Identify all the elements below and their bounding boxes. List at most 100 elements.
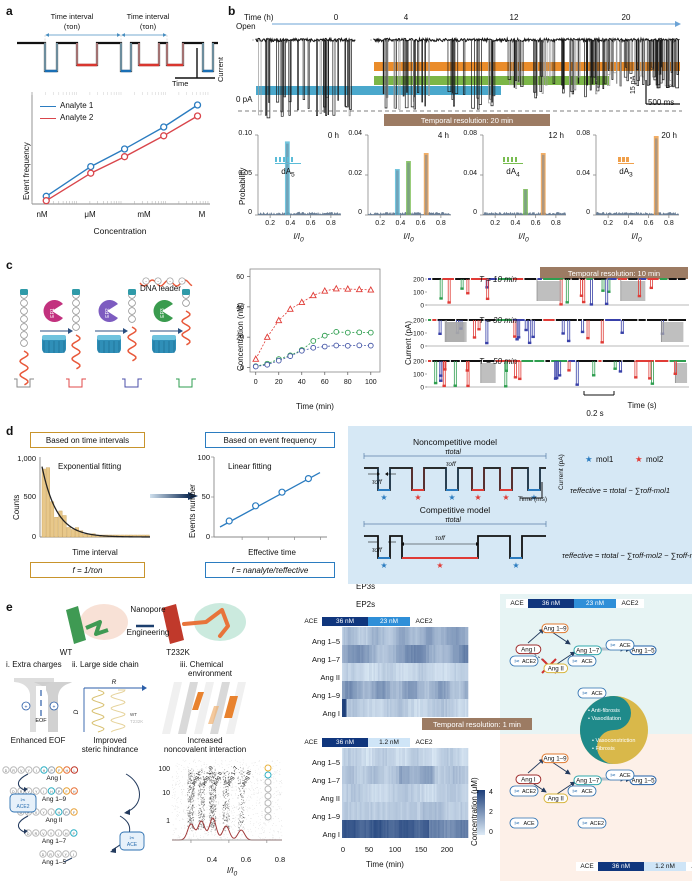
svg-text:H: H bbox=[73, 790, 76, 794]
panel-b-time-tick-3: 20 bbox=[621, 13, 631, 22]
panel-e-item-2-caption: Increased bbox=[187, 736, 223, 745]
header-chip-1-2-nm: 1.2 nM bbox=[368, 738, 410, 747]
panel-d-models-current-axis: Current (pA) bbox=[558, 454, 565, 490]
panel-b-hist-1-ytick-1: 0.02 bbox=[348, 170, 362, 177]
heatmap-row-label: Ang 1–5 bbox=[312, 758, 340, 767]
panel-b-hist-3-xtick-1: 0.4 bbox=[623, 220, 634, 227]
svg-text:V: V bbox=[20, 769, 23, 773]
panel-d-right-annotation: Linear fitting bbox=[228, 462, 272, 471]
svg-text:100: 100 bbox=[413, 372, 424, 379]
svg-text:200: 200 bbox=[413, 318, 424, 325]
panel-e-mechanism-icons: + + EOF R D WT T232K bbox=[14, 678, 246, 734]
svg-text:Ang I: Ang I bbox=[521, 777, 536, 784]
panel-e-colorbar-tick-0: 0 bbox=[489, 829, 493, 836]
svg-text:Ang I: Ang I bbox=[521, 647, 536, 654]
svg-text:✂: ✂ bbox=[582, 820, 588, 827]
panel-c-chart: 0 20 40 60 80 100 0 20 40 60 bbox=[236, 268, 381, 386]
panel-b-hist-1-xlabel: I/I0 bbox=[403, 232, 414, 244]
panel-b-hist-2-marker-underline bbox=[502, 163, 524, 165]
svg-text:Ang 1–5: Ang 1–5 bbox=[631, 648, 655, 655]
header-chip-ace: ACE bbox=[506, 599, 528, 608]
header-chip-ace: ACE bbox=[300, 617, 322, 626]
svg-text:✂: ✂ bbox=[610, 772, 616, 779]
panel-a-interval2-tau: (τon) bbox=[139, 22, 157, 31]
panel-c-trace-row-label-2: T = 50 min bbox=[478, 357, 518, 366]
svg-text:F: F bbox=[66, 790, 68, 794]
svg-text:ACE: ACE bbox=[619, 773, 630, 779]
svg-text:+: + bbox=[25, 705, 28, 711]
svg-text:✂: ✂ bbox=[572, 788, 578, 795]
svg-text:ACE: ACE bbox=[581, 789, 592, 795]
panel-a-legend-line-2 bbox=[40, 118, 56, 119]
svg-text:20: 20 bbox=[275, 379, 283, 386]
panel-b-open-label: Open bbox=[236, 22, 256, 31]
panel-b-time-axis-label: Time (h) bbox=[244, 13, 274, 22]
panel-a-current-trace bbox=[17, 33, 218, 79]
header-chip-36-nm: 36 nM bbox=[322, 738, 368, 747]
svg-text:✂: ✂ bbox=[514, 788, 520, 795]
panel-c: − − − − EP1 EP2 EP3 DNA leader 0 20 40 60 80 100 0 20… bbox=[0, 255, 692, 609]
heatmap-row-label: Ang I bbox=[322, 830, 340, 839]
header-chip-ace2: ACE2 bbox=[616, 599, 644, 608]
svg-text:ACE2: ACE2 bbox=[522, 659, 536, 665]
panel-b-hist-ylabel: Probability bbox=[238, 167, 247, 205]
panel-c-traces-ylabel: Current (pA) bbox=[404, 320, 413, 365]
svg-text:★: ★ bbox=[414, 493, 421, 502]
svg-text:H: H bbox=[66, 769, 69, 773]
svg-text:✂: ✂ bbox=[129, 836, 134, 842]
svg-text:EP2: EP2 bbox=[105, 308, 111, 318]
svg-text:P: P bbox=[73, 832, 76, 836]
svg-text:0: 0 bbox=[420, 303, 424, 310]
panel-d-competitive-title: Competitive model bbox=[419, 505, 491, 515]
panel-b-hist-3-ytick-2: 0.08 bbox=[576, 130, 590, 137]
panel-c-series-label-ep3: EP3s bbox=[356, 582, 376, 591]
svg-text:−: − bbox=[181, 280, 183, 284]
svg-text:★: ★ bbox=[448, 493, 455, 502]
panel-b-time-tick-1: 4 bbox=[403, 13, 409, 22]
heatmap-row-label: Ang 1–5 bbox=[312, 637, 340, 646]
svg-text:τoff: τoff bbox=[435, 535, 446, 542]
panel-b-hist-0-xtick-0: 0.2 bbox=[265, 220, 276, 227]
svg-text:60: 60 bbox=[321, 379, 329, 386]
panel-a: Time interval (τon) Time interval (τon) bbox=[0, 0, 225, 250]
panel-d-legend-mol1-star: ★ bbox=[585, 454, 593, 464]
svg-text:L: L bbox=[73, 769, 75, 773]
panel-a-xtick-2: mM bbox=[137, 210, 151, 219]
panel-b-hist-0-marker-ticks bbox=[275, 157, 294, 162]
panel-d-left-ytick-0: 0 bbox=[31, 532, 36, 541]
panel-b-hist-1-xtick-0: 0.2 bbox=[375, 220, 386, 227]
panel-a-ylabel: Event frequency bbox=[22, 142, 31, 200]
panel-d-right-xlabel: Effective time bbox=[248, 548, 296, 557]
svg-text:D: D bbox=[73, 709, 80, 714]
panel-e-hm-xtick-3: 150 bbox=[414, 845, 428, 854]
svg-text:★: ★ bbox=[512, 561, 519, 570]
header-chip-1-2-nm: 1.2 nM bbox=[644, 862, 686, 871]
svg-text:R: R bbox=[49, 853, 52, 857]
panel-c-ylabel: Concentration (nM) bbox=[236, 302, 245, 371]
svg-text:20: 20 bbox=[236, 335, 244, 342]
svg-text:Ang III: Ang III bbox=[242, 769, 254, 786]
svg-text:EP1: EP1 bbox=[50, 308, 56, 318]
panel-e-colorbar-label: Concentration (μM) bbox=[470, 777, 479, 846]
panel-e-yinyang-gold-1: • Fibrosis bbox=[592, 746, 615, 752]
panel-e-item-0-caption: Enhanced EOF bbox=[10, 736, 66, 745]
panel-d-left-header: Based on time intervals bbox=[30, 432, 145, 448]
svg-text:100: 100 bbox=[413, 331, 424, 338]
svg-text:I: I bbox=[73, 853, 74, 857]
panel-d-left-ytick-2: 1,000 bbox=[17, 454, 36, 463]
panel-b-hist-0-xlabel: I/I0 bbox=[293, 232, 304, 244]
panel-a-time-scale-label: Time bbox=[172, 79, 189, 88]
heatmap-row-label: Ang 1–9 bbox=[312, 691, 340, 700]
svg-text:✂: ✂ bbox=[514, 658, 520, 665]
header-chip-ace: ACE bbox=[576, 862, 598, 871]
svg-text:P: P bbox=[65, 811, 68, 815]
panel-b-time-tick-0: 0 bbox=[333, 13, 339, 22]
panel-d-letter: d bbox=[6, 424, 14, 438]
svg-text:✂: ✂ bbox=[610, 642, 616, 649]
svg-text:200: 200 bbox=[413, 359, 424, 366]
panel-b-time-tick-2: 12 bbox=[509, 13, 519, 22]
svg-text:I: I bbox=[58, 832, 59, 836]
svg-text:F: F bbox=[58, 769, 60, 773]
svg-text:P: P bbox=[58, 790, 61, 794]
